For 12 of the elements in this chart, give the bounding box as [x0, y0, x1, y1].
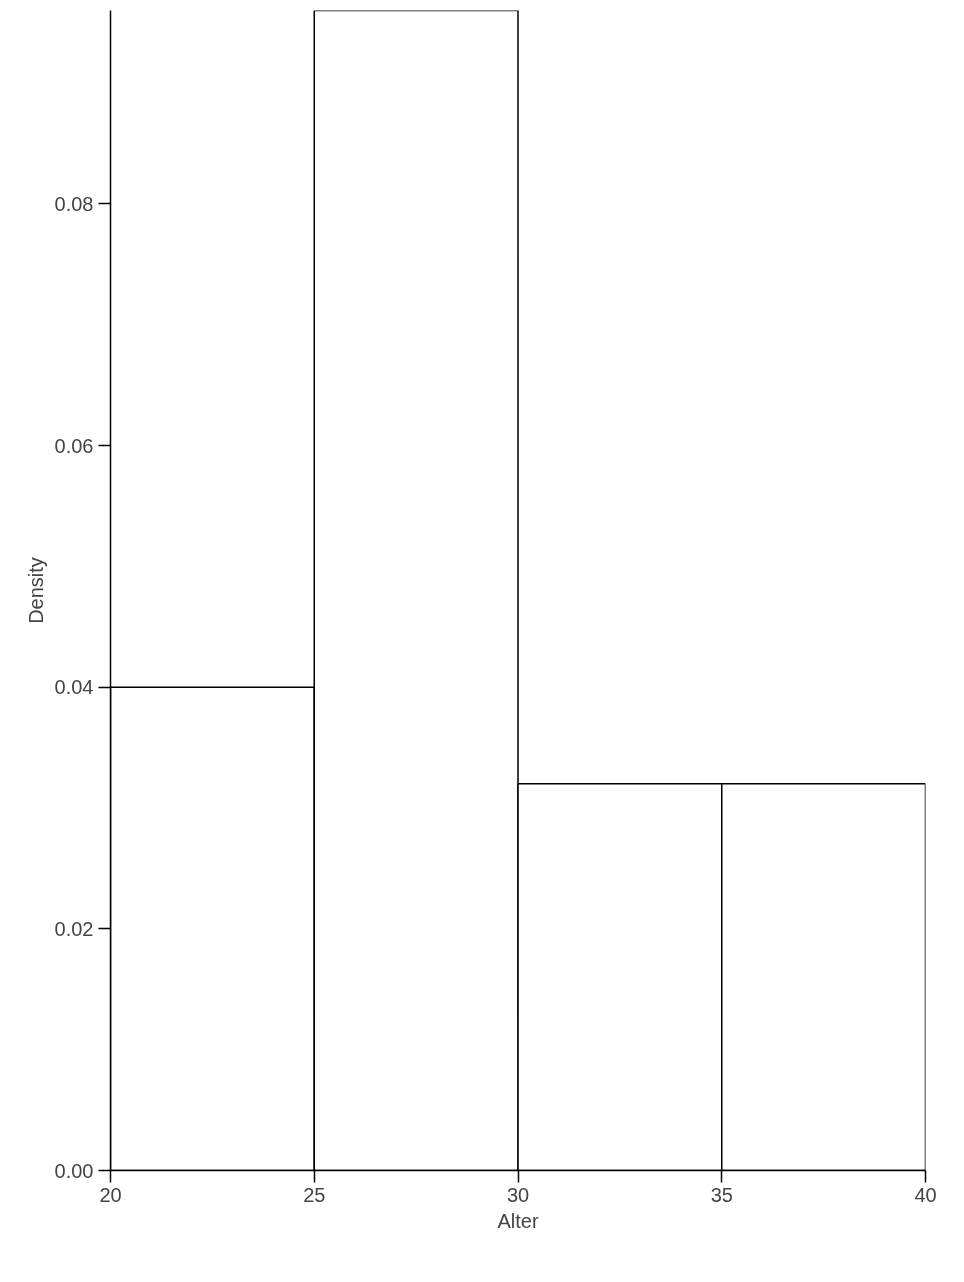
x-tick-label: 40	[914, 1183, 937, 1206]
y-tick-label: 0.04	[54, 676, 94, 699]
x-tick-label: 30	[506, 1183, 530, 1206]
x-axis-title: Alter	[497, 1209, 539, 1232]
y-tick-label: 0.00	[54, 1159, 94, 1182]
x-tick-label: 25	[303, 1183, 326, 1206]
y-tick-label: 0.02	[54, 917, 94, 940]
y-tick-label: 0.06	[54, 434, 94, 457]
x-tick-label: 20	[99, 1183, 122, 1206]
y-axis-title: Density	[24, 557, 47, 624]
x-tick-label: 35	[710, 1183, 733, 1206]
y-tick-label: 0.08	[54, 192, 94, 215]
